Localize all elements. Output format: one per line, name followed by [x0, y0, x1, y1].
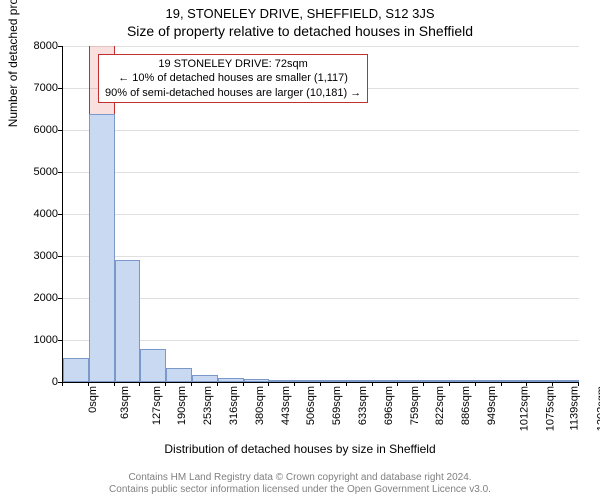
- y-tick-label: 5000: [8, 166, 58, 178]
- histogram-bar: [140, 349, 166, 382]
- x-tick-mark: [449, 382, 450, 386]
- y-tick-mark: [58, 172, 62, 173]
- x-tick-label: 316sqm: [228, 386, 240, 425]
- footer-line1: Contains HM Land Registry data © Crown c…: [0, 472, 600, 484]
- x-tick-label: 633sqm: [357, 386, 369, 425]
- y-tick-mark: [58, 130, 62, 131]
- y-tick-label: 4000: [8, 208, 58, 220]
- x-tick-label: 253sqm: [202, 386, 214, 425]
- x-tick-mark: [578, 382, 579, 386]
- y-tick-mark: [58, 46, 62, 47]
- y-tick-label: 6000: [8, 124, 58, 136]
- y-tick-mark: [58, 340, 62, 341]
- gridline: [63, 256, 579, 257]
- x-tick-mark: [475, 382, 476, 386]
- annotation-line2: ← 10% of detached houses are smaller (1,…: [105, 71, 361, 85]
- y-tick-label: 3000: [8, 250, 58, 262]
- histogram-bar: [166, 368, 192, 382]
- x-tick-label: 0sqm: [87, 386, 99, 413]
- x-tick-mark: [191, 382, 192, 386]
- y-axis-label: Number of detached properties: [6, 0, 20, 127]
- x-tick-mark: [423, 382, 424, 386]
- x-tick-mark: [397, 382, 398, 386]
- x-tick-label: 696sqm: [383, 386, 395, 425]
- x-tick-mark: [552, 382, 553, 386]
- gridline: [63, 214, 579, 215]
- x-tick-label: 886sqm: [460, 386, 472, 425]
- x-tick-mark: [88, 382, 89, 386]
- y-tick-mark: [58, 256, 62, 257]
- x-tick-label: 1139sqm: [569, 386, 581, 430]
- x-tick-mark: [346, 382, 347, 386]
- x-tick-mark: [139, 382, 140, 386]
- x-tick-label: 506sqm: [306, 386, 318, 425]
- x-tick-mark: [217, 382, 218, 386]
- chart-subtitle: Size of property relative to detached ho…: [0, 21, 600, 39]
- x-tick-mark: [294, 382, 295, 386]
- gridline: [63, 46, 579, 47]
- histogram-bar: [527, 380, 553, 382]
- histogram-bar: [398, 380, 424, 382]
- histogram-bar: [244, 379, 270, 382]
- x-tick-label: 1202sqm: [595, 386, 600, 431]
- y-tick-mark: [58, 298, 62, 299]
- x-tick-label: 569sqm: [331, 386, 343, 425]
- histogram-bar: [476, 380, 502, 382]
- x-tick-mark: [243, 382, 244, 386]
- footer-text: Contains HM Land Registry data © Crown c…: [0, 472, 600, 496]
- footer-line2: Contains public sector information licen…: [0, 484, 600, 496]
- x-tick-label: 822sqm: [435, 386, 447, 425]
- histogram-bar: [89, 114, 115, 382]
- x-axis-label: Distribution of detached houses by size …: [0, 442, 600, 456]
- histogram-bar: [115, 260, 141, 382]
- y-tick-mark: [58, 214, 62, 215]
- x-tick-mark: [62, 382, 63, 386]
- x-tick-mark: [501, 382, 502, 386]
- x-tick-label: 63sqm: [119, 386, 131, 419]
- histogram-bar: [450, 380, 476, 382]
- x-tick-mark: [526, 382, 527, 386]
- histogram-bar: [553, 380, 579, 382]
- histogram-bar: [373, 380, 399, 382]
- annotation-line3: 90% of semi-detached houses are larger (…: [105, 86, 361, 100]
- histogram-bar: [63, 358, 89, 382]
- x-tick-label: 380sqm: [254, 386, 266, 425]
- y-tick-label: 0: [8, 376, 58, 388]
- y-tick-label: 1000: [8, 334, 58, 346]
- address-title: 19, STONELEY DRIVE, SHEFFIELD, S12 3JS: [0, 0, 600, 21]
- x-tick-label: 127sqm: [151, 386, 163, 425]
- histogram-bar: [218, 378, 244, 382]
- gridline: [63, 298, 579, 299]
- histogram-bar: [295, 380, 321, 382]
- x-tick-mark: [372, 382, 373, 386]
- histogram-bar: [192, 375, 218, 382]
- x-tick-mark: [165, 382, 166, 386]
- y-tick-label: 8000: [8, 40, 58, 52]
- x-tick-mark: [114, 382, 115, 386]
- histogram-bar: [347, 380, 373, 382]
- histogram-bar: [424, 380, 450, 382]
- y-tick-label: 7000: [8, 82, 58, 94]
- y-tick-label: 2000: [8, 292, 58, 304]
- gridline: [63, 172, 579, 173]
- x-tick-label: 759sqm: [409, 386, 421, 425]
- y-tick-mark: [58, 88, 62, 89]
- annotation-line1: 19 STONELEY DRIVE: 72sqm: [105, 57, 361, 71]
- histogram-bar: [321, 380, 347, 382]
- annotation-box: 19 STONELEY DRIVE: 72sqm ← 10% of detach…: [98, 54, 368, 103]
- x-tick-label: 1012sqm: [518, 386, 530, 431]
- chart-container: 19, STONELEY DRIVE, SHEFFIELD, S12 3JS S…: [0, 0, 600, 500]
- histogram-bar: [269, 380, 295, 382]
- x-tick-label: 190sqm: [177, 386, 189, 425]
- x-tick-label: 443sqm: [280, 386, 292, 425]
- gridline: [63, 340, 579, 341]
- x-tick-mark: [268, 382, 269, 386]
- x-tick-mark: [320, 382, 321, 386]
- histogram-bar: [502, 380, 528, 382]
- x-tick-label: 1075sqm: [544, 386, 556, 431]
- x-tick-label: 949sqm: [486, 386, 498, 425]
- gridline: [63, 130, 579, 131]
